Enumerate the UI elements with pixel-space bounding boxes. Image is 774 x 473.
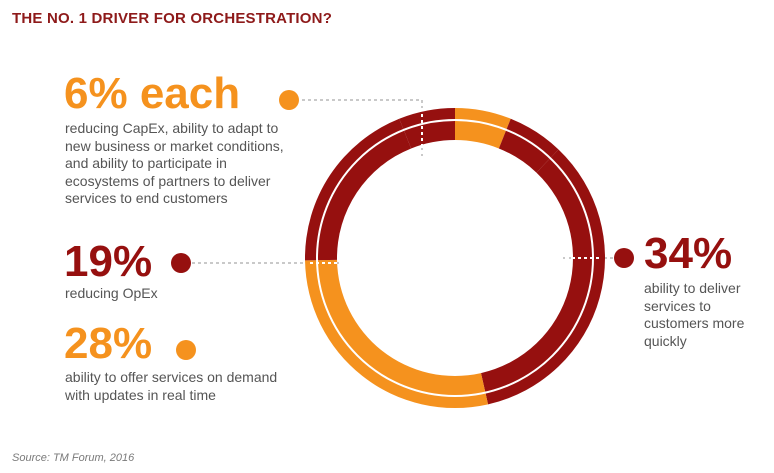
callout-dots — [171, 90, 634, 360]
callout-dot — [176, 340, 196, 360]
desc-34: ability to deliver services to customers… — [644, 280, 744, 350]
value-19: 19% — [64, 237, 153, 286]
desc-line: reducing OpEx — [65, 285, 158, 301]
donut-slice — [305, 259, 489, 408]
desc-line: and ability to participate in — [65, 155, 227, 171]
desc-line: services to end customers — [65, 190, 228, 206]
desc-line: reducing CapEx, ability to adapt to — [65, 120, 279, 136]
desc-19: reducing OpEx — [65, 285, 158, 303]
donut-slice — [480, 149, 605, 405]
callout-dot — [279, 90, 299, 110]
desc-line: ecosystems of partners to deliver — [65, 172, 271, 189]
desc-line: new business or market conditions, — [65, 137, 284, 154]
value-28: 28% — [64, 319, 153, 368]
donut-slice — [399, 108, 455, 149]
donut-slice — [305, 118, 412, 261]
desc-line: with updates in real time — [65, 386, 216, 403]
callout-dot — [171, 253, 191, 273]
donut-ring — [305, 108, 605, 408]
desc-line: quickly — [644, 332, 687, 349]
desc-28: ability to offer services on demand with… — [65, 369, 277, 404]
desc-line: ability to offer services on demand — [65, 369, 278, 385]
desc-line: services to — [644, 297, 711, 314]
callout-dot — [614, 248, 634, 268]
value-34: 34% — [644, 229, 733, 278]
desc-line: customers more — [644, 315, 745, 331]
donut-slice — [455, 108, 511, 149]
desc-6-each: reducing CapEx, ability to adapt to new … — [65, 120, 284, 208]
value-6-each: 6% each — [64, 69, 241, 118]
source-note: Source: TM Forum, 2016 — [12, 452, 135, 464]
page-title: THE NO. 1 DRIVER FOR ORCHESTRATION? — [12, 10, 333, 27]
desc-line: ability to deliver — [644, 280, 741, 296]
